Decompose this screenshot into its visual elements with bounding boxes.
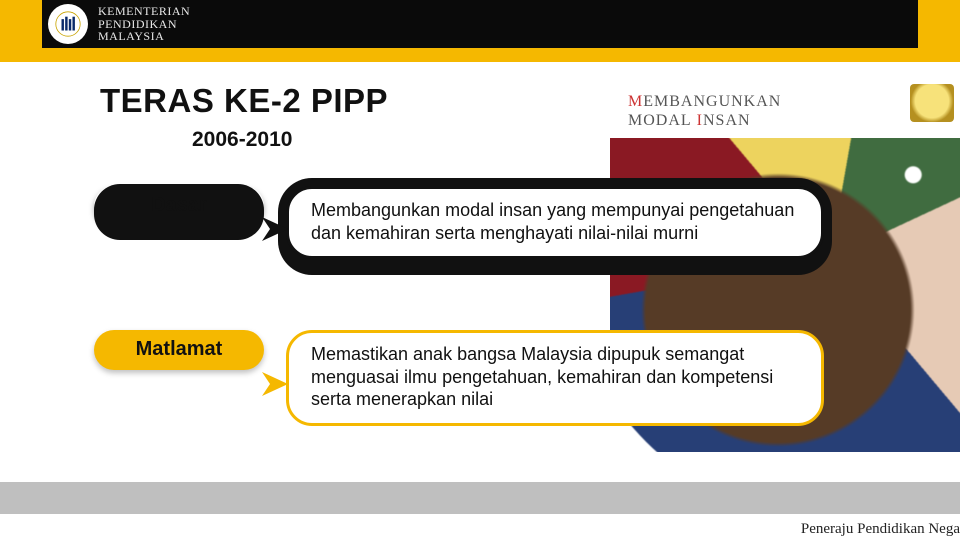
- caption-l1-highlight: M: [628, 93, 643, 110]
- ministry-name: KEMENTERIAN PENDIDIKAN MALAYSIA: [98, 5, 190, 43]
- row-matlamat: Matlamat Memastikan anak bangsa Malaysia…: [94, 330, 824, 426]
- bubble-dasar: Membangunkan modal insan yang mempunyai …: [286, 186, 824, 259]
- page-title: TERAS KE-2 PIPP: [100, 82, 388, 120]
- crest-icon: [910, 84, 954, 122]
- caption-l2b-rest: NSAN: [703, 112, 751, 129]
- ministry-logo: [48, 4, 88, 44]
- row-dasar: Dasar Membangunkan modal insan yang memp…: [94, 186, 824, 259]
- header-band: KEMENTERIAN PENDIDIKAN MALAYSIA: [0, 0, 960, 62]
- bubble-dasar-wrap: Membangunkan modal insan yang mempunyai …: [286, 186, 824, 259]
- bubble-matlamat: Memastikan anak bangsa Malaysia dipupuk …: [286, 330, 824, 426]
- page-subtitle: 2006-2010: [192, 128, 388, 152]
- ministry-line1: KEMENTERIAN: [98, 5, 190, 18]
- title-area: TERAS KE-2 PIPP 2006-2010: [100, 82, 388, 152]
- pill-matlamat: Matlamat: [94, 330, 264, 370]
- arrow-icon: [258, 209, 292, 254]
- footer-text: Peneraju Pendidikan Nega: [801, 521, 960, 538]
- pill-dasar: Dasar: [94, 186, 264, 226]
- bottom-strip: [0, 482, 960, 514]
- caption-l1-rest: EMBANGUNKAN: [643, 93, 781, 110]
- arrow-icon: [258, 364, 292, 409]
- ministry-line3: MALAYSIA: [98, 30, 190, 43]
- header-dark-strip: KEMENTERIAN PENDIDIKAN MALAYSIA: [42, 0, 918, 48]
- caption-l2a: MODAL: [628, 112, 692, 129]
